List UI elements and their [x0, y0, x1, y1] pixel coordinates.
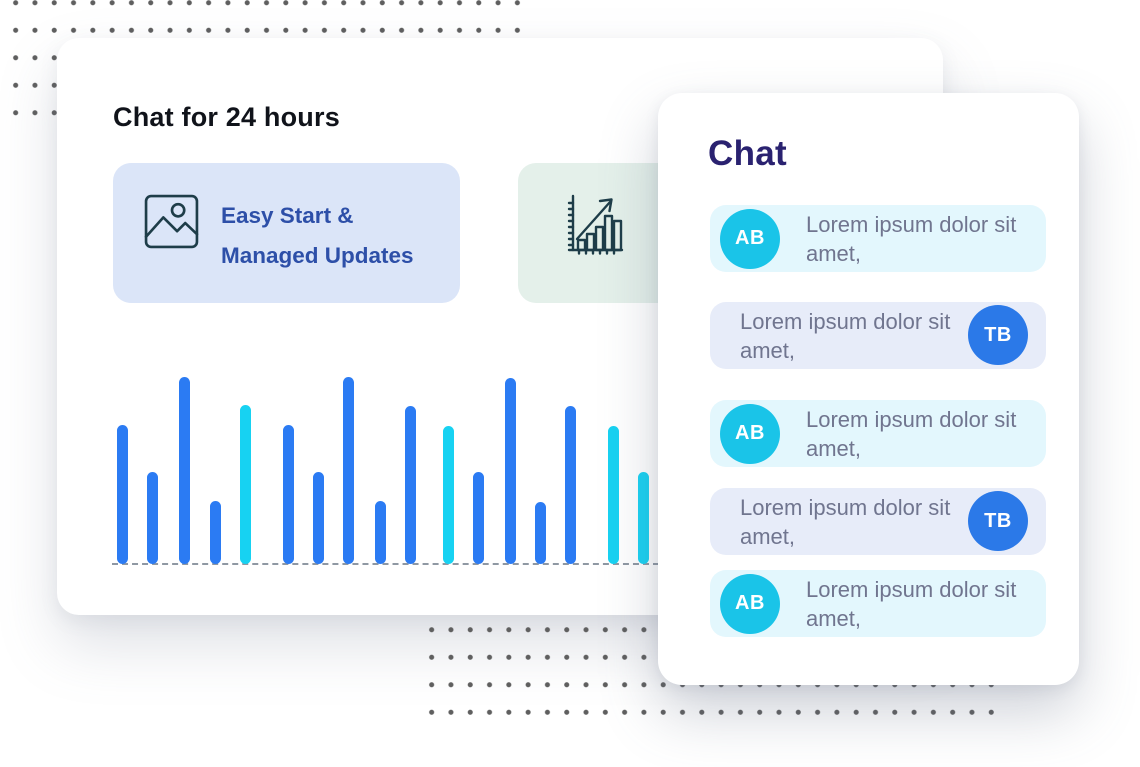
message-text: Lorem ipsum dolor sit amet, — [740, 494, 951, 549]
chat-message: AB Lorem ipsum dolor sit amet, — [710, 570, 1046, 637]
avatar: TB — [968, 491, 1028, 551]
avatar: AB — [720, 208, 780, 269]
chart-bar — [374, 501, 386, 564]
chart-bar — [312, 472, 324, 564]
chart-bar — [178, 377, 190, 564]
feature-label: Easy Start & Managed Updates — [221, 196, 414, 276]
message-text: Lorem ipsum dolor sit amet, — [806, 211, 1017, 266]
avatar: AB — [720, 403, 780, 464]
chat-message: Lorem ipsum dolor sit amet, TB — [710, 488, 1046, 555]
chart-bar — [342, 377, 354, 564]
image-icon — [143, 193, 200, 255]
chart-bar — [472, 472, 484, 564]
page-title: Chat for 24 hours — [113, 102, 340, 132]
feature-card-easy-start[interactable]: Easy Start & Managed Updates — [113, 163, 460, 303]
bar-chart — [112, 375, 659, 565]
chart-bar — [116, 425, 128, 564]
chart-bar — [534, 502, 546, 564]
growth-chart-icon — [560, 191, 626, 262]
chart-bar — [564, 406, 576, 564]
chart-bar — [146, 472, 158, 564]
chart-bar — [209, 501, 221, 564]
chart-baseline — [112, 563, 659, 565]
message-text: Lorem ipsum dolor sit amet, — [806, 576, 1017, 631]
chart-bar — [282, 425, 294, 564]
chat-title: Chat — [708, 134, 787, 173]
chart-bar — [504, 378, 516, 564]
message-text: Lorem ipsum dolor sit amet, — [740, 308, 951, 363]
avatar: TB — [968, 305, 1028, 365]
chart-bar — [404, 406, 416, 564]
feature-label-line: Easy Start & — [221, 203, 354, 228]
chat-panel: Chat AB Lorem ipsum dolor sit amet, Lore… — [658, 93, 1079, 685]
chat-message: AB Lorem ipsum dolor sit amet, — [710, 205, 1046, 272]
chart-bar — [607, 426, 619, 564]
feature-label-line: Managed Updates — [221, 243, 414, 268]
chat-message: Lorem ipsum dolor sit amet, TB — [710, 302, 1046, 369]
avatar: AB — [720, 573, 780, 634]
chart-bar — [442, 426, 454, 564]
message-text: Lorem ipsum dolor sit amet, — [806, 406, 1017, 461]
chart-bar — [637, 472, 649, 564]
chat-message: AB Lorem ipsum dolor sit amet, — [710, 400, 1046, 467]
chart-bar — [239, 405, 251, 564]
